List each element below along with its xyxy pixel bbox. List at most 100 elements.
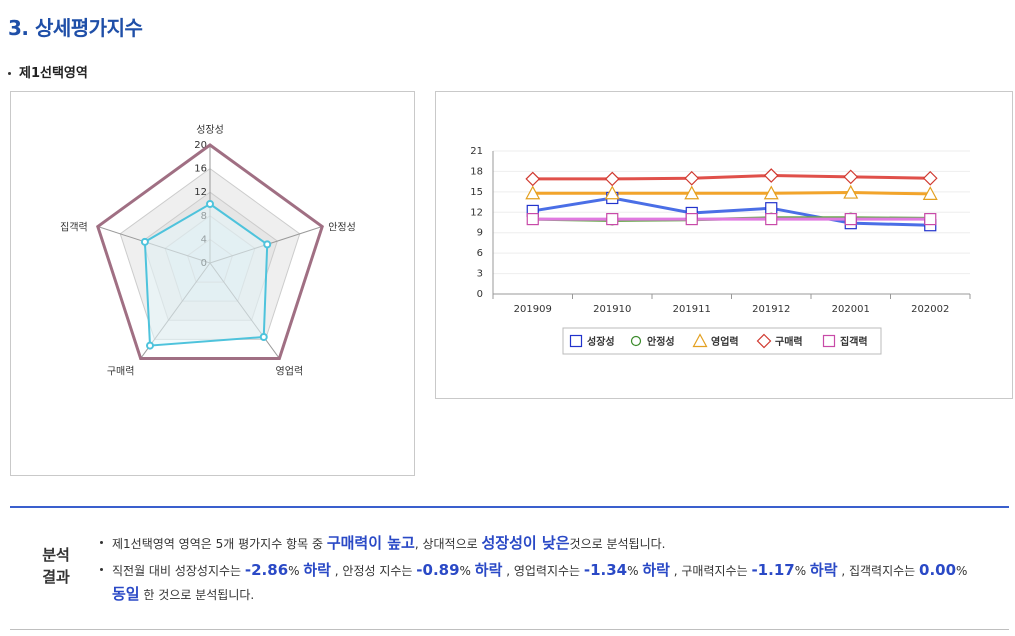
data-point-4 — [844, 212, 857, 226]
text: 한 것으로 분석됩니다. — [139, 588, 255, 602]
data-point-4 — [765, 212, 778, 226]
subsection-title: 제1선택영역 — [8, 62, 88, 81]
data-point-2 — [604, 185, 620, 200]
data-point-3 — [684, 170, 700, 186]
data-point-3 — [525, 171, 541, 187]
text: , 상대적으로 — [414, 537, 482, 551]
highlight-text: 하락 — [809, 561, 838, 579]
data-point-3 — [763, 168, 779, 183]
text: , 영업력지수는 — [502, 564, 584, 578]
y-tick-label: 12 — [470, 207, 483, 218]
text: % — [794, 564, 810, 578]
section-title: 3. 상세평가지수 — [8, 16, 143, 40]
radar-chart-panel: 048121620성장성안정성영업력구매력집객력 — [10, 91, 415, 476]
y-tick-label: 0 — [477, 289, 483, 300]
series-line-2 — [532, 191, 931, 196]
text: , 집객력지수는 — [837, 564, 920, 578]
radar-axis-label: 성장성 — [196, 124, 224, 136]
analysis-line-3: 동일 한 것으로 분석됩니다. — [98, 584, 1003, 605]
legend-label: 성장성 — [587, 335, 615, 348]
highlight-text: 하락 — [303, 561, 331, 579]
text: % — [627, 564, 643, 578]
series-line-3 — [532, 174, 931, 181]
radar-axis-label: 구매력 — [107, 365, 135, 377]
legend-marker — [692, 333, 708, 348]
data-point-2 — [684, 185, 700, 200]
analysis-text: 제1선택영역 영역은 5개 평가지수 항목 중 구매력이 높고, 상대적으로 성… — [98, 530, 1003, 605]
radar-point — [263, 240, 272, 249]
legend-marker — [756, 333, 772, 349]
highlight-text: 동일 — [112, 585, 140, 603]
text: 직전월 대비 성장성지수는 — [112, 564, 245, 578]
data-point-2 — [525, 185, 541, 200]
radar-axis-label: 영업력 — [276, 364, 304, 377]
highlight-text: 성장성이 낮은 — [481, 534, 570, 552]
radar-axis-label: 안정성 — [328, 222, 356, 234]
data-point-4 — [924, 212, 937, 226]
legend-label: 안정성 — [647, 335, 675, 348]
text: 제1선택영역 영역은 5개 평가지수 항목 중 — [112, 537, 327, 551]
analysis-label: 분석 결과 — [28, 544, 84, 588]
x-tick-label: 201912 — [752, 304, 790, 315]
radar-point — [146, 341, 155, 350]
highlight-value: -0.89 — [416, 561, 460, 579]
series-line-0 — [532, 196, 931, 227]
text: % — [956, 564, 968, 578]
x-tick-label: 202002 — [911, 304, 949, 315]
data-point-4 — [526, 212, 539, 226]
radar-point — [259, 332, 268, 341]
y-tick-label: 3 — [477, 269, 483, 280]
legend-label: 집객력 — [840, 335, 868, 348]
line-chart-panel: 0 3 6 9 12 15 18 21 201909 201910 201911 201912 2020… — [435, 91, 1013, 399]
radar-chart: 048121620성장성안정성영업력구매력집객력 — [60, 124, 356, 377]
text: % — [459, 564, 475, 578]
data-point-0 — [765, 202, 778, 215]
analysis-line-1: 제1선택영역 영역은 5개 평가지수 항목 중 구매력이 높고, 상대적으로 성… — [98, 530, 1003, 557]
subsection-title-text: 제1선택영역 — [19, 66, 88, 81]
radar-tick-label: 16 — [194, 164, 207, 175]
data-point-3 — [843, 169, 859, 185]
y-tick-label: 9 — [477, 228, 483, 239]
divider-bottom — [10, 629, 1009, 630]
analysis-line-2: 직전월 대비 성장성지수는 -2.86% 하락 , 안정성 지수는 -0.89%… — [98, 557, 1003, 584]
data-point-2 — [763, 185, 779, 200]
legend-marker — [630, 335, 642, 347]
data-point-3 — [922, 170, 938, 186]
radar-tick-label: 20 — [194, 140, 207, 151]
highlight-text: 하락 — [642, 561, 670, 579]
y-tick-label: 6 — [477, 248, 483, 259]
y-tick-label: 21 — [470, 146, 483, 157]
legend-label: 영업력 — [711, 335, 739, 348]
y-tick-label: 18 — [470, 166, 483, 177]
radar-point — [140, 237, 149, 246]
text: , 안정성 지수는 — [330, 564, 417, 578]
text: 것으로 분석됩니다. — [569, 537, 666, 551]
divider-top — [10, 506, 1009, 508]
highlight-value: 0.00 — [919, 561, 957, 579]
radar-series-line — [143, 202, 269, 347]
highlight-value: -1.34 — [583, 561, 628, 579]
analysis-label-line2: 결과 — [42, 568, 70, 586]
legend-marker — [569, 334, 583, 348]
x-tick-label: 201910 — [593, 304, 631, 315]
text: % — [288, 564, 304, 578]
y-tick-label: 15 — [470, 187, 483, 198]
radar-point — [206, 200, 214, 208]
radar-axis-label: 집객력 — [60, 222, 88, 234]
data-point-4 — [685, 212, 698, 226]
legend-marker — [822, 334, 836, 348]
highlight-value: -2.86 — [244, 561, 289, 579]
highlight-text: 하락 — [474, 561, 503, 579]
highlight-value: -1.17 — [751, 561, 795, 579]
data-point-2 — [922, 186, 938, 201]
x-tick-label: 202001 — [832, 304, 870, 315]
data-point-3 — [604, 171, 620, 187]
radar-series-outer — [96, 143, 324, 360]
text: , 구매력지수는 — [669, 564, 752, 578]
x-tick-label: 201909 — [514, 304, 552, 315]
analysis-label-line1: 분석 — [42, 546, 70, 564]
legend-label: 구매력 — [775, 335, 803, 348]
highlight-text: 구매력이 높고 — [326, 534, 415, 552]
radar-tick-label: 12 — [194, 187, 207, 198]
line-chart: 0 3 6 9 12 15 18 21 201909 201910 201911 201912 2020… — [470, 146, 971, 355]
